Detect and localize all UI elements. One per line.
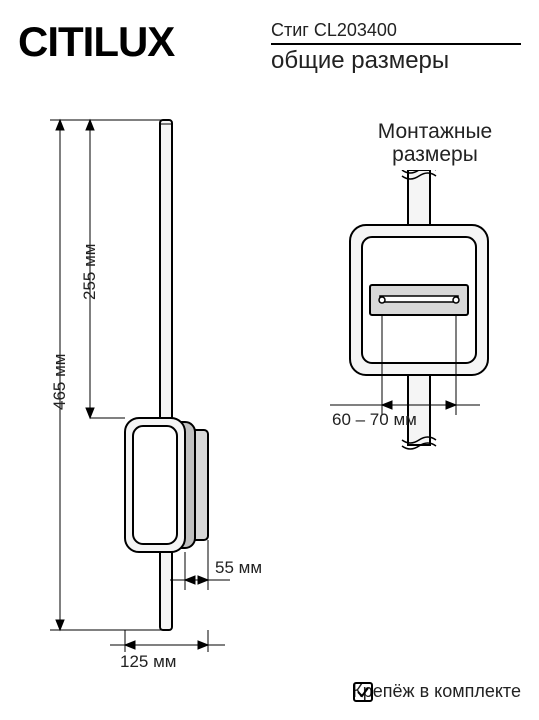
mounting-title-line1: Монтажные: [378, 120, 493, 143]
brand-logo: CITILUX: [18, 18, 174, 66]
package-icon: [352, 681, 374, 703]
footer-note: Крепёж в комплекте: [352, 681, 521, 702]
mounting-diagram: [320, 170, 520, 500]
mounting-title: Монтажные размеры: [355, 120, 515, 166]
header-right: Стиг CL203400 общие размеры: [271, 20, 521, 75]
dim-total-height: 465 мм: [50, 354, 70, 410]
brand-text: CITILUX: [18, 18, 174, 65]
product-code: Стиг CL203400: [271, 20, 521, 41]
footer-text: Крепёж в комплекте: [352, 681, 521, 702]
mounting-title-line2: размеры: [392, 143, 478, 166]
dim-upper-height: 255 мм: [80, 244, 100, 300]
dim-depth: 55 мм: [215, 558, 262, 578]
dim-mount-range: 60 – 70 мм: [332, 410, 417, 430]
subtitle: общие размеры: [271, 43, 521, 75]
dim-width: 125 мм: [120, 652, 176, 672]
page-root: CITILUX Стиг CL203400 общие размеры Монт…: [0, 0, 539, 720]
